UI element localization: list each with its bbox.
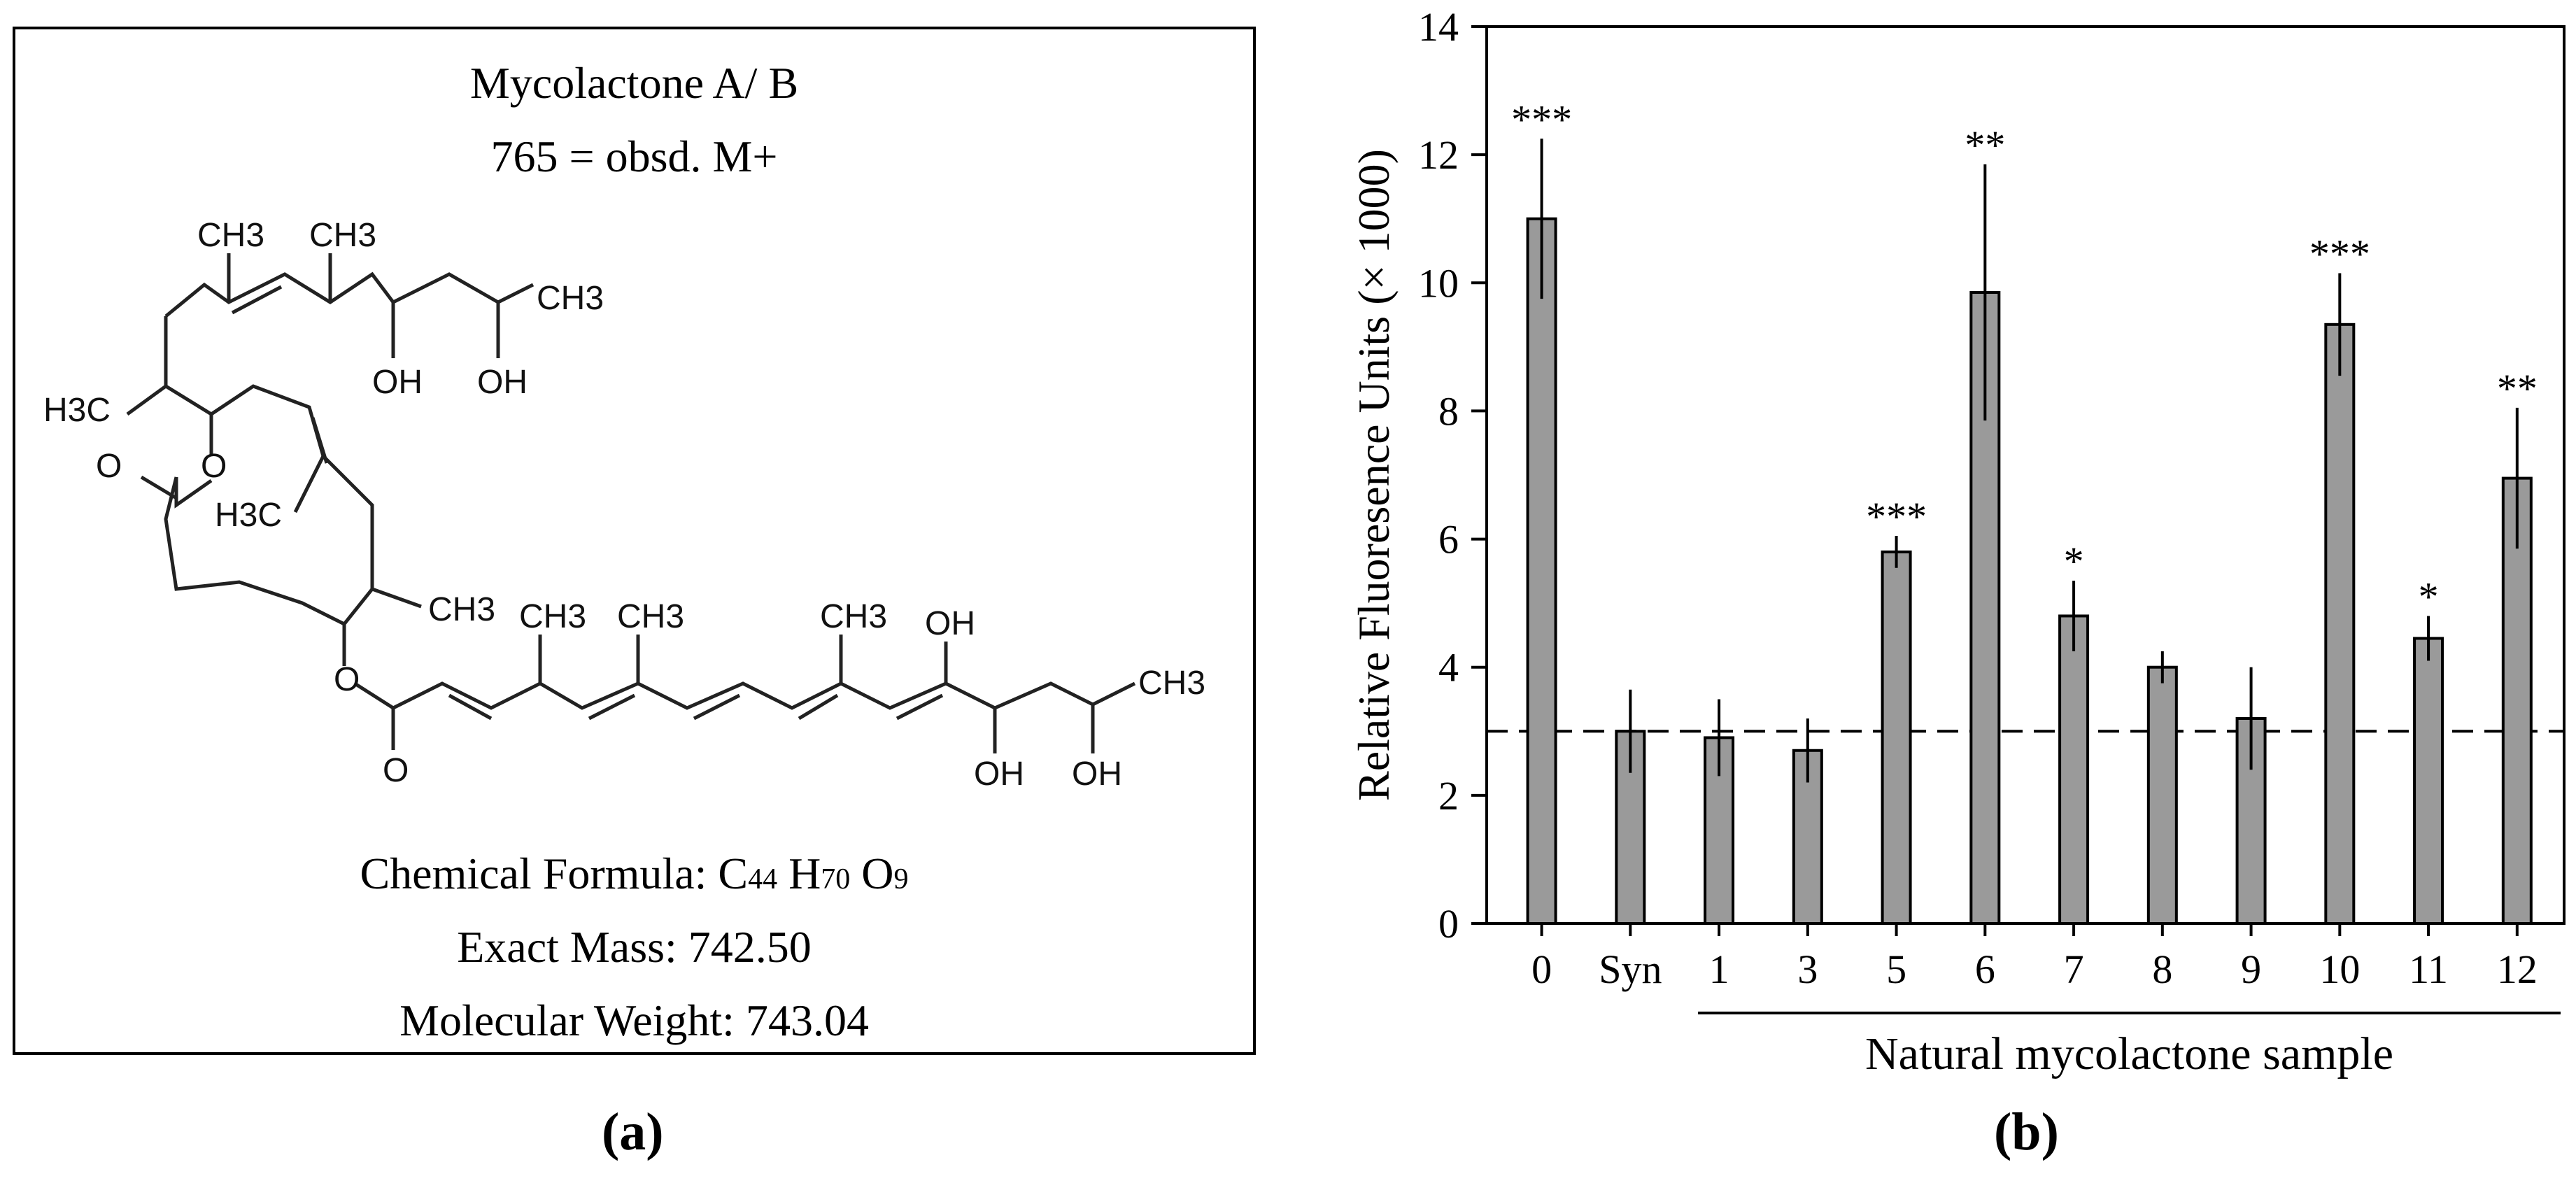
label-oh-1: OH [372, 364, 423, 401]
label-ch3-3: CH3 [537, 280, 604, 317]
x-tick-label-11: 11 [2409, 947, 2448, 992]
label-oh-4: OH [974, 756, 1024, 793]
observed-mass: 765 = obsd. M+ [490, 132, 778, 181]
label-ch3-4: CH3 [428, 591, 495, 628]
y-tick-label: 2 [1438, 773, 1459, 819]
bond-methyl-ring2 [371, 587, 422, 609]
label-h3c-2: H3C [215, 497, 282, 534]
y-tick-label: 14 [1418, 4, 1459, 50]
label-ch3-8: CH3 [1138, 665, 1205, 702]
formula-o-symbol: O [861, 849, 894, 898]
panel-a-label: (a) [602, 1103, 664, 1161]
chemical-formula: Chemical Formula: C44 H70 O9 [15, 851, 1253, 896]
molecular-weight: Molecular Weight: 743.04 [399, 996, 869, 1045]
bond-lower-double1 [448, 693, 493, 721]
label-o-ester-carbonyl: O [383, 752, 409, 789]
label-oh-5: OH [1072, 756, 1122, 793]
label-ch3-5: CH3 [519, 598, 586, 635]
significance-10: *** [2309, 232, 2370, 277]
label-oh-3: OH [925, 605, 975, 642]
x-axis-label: Natural mycolactone sample [1865, 1028, 2393, 1079]
bond-double-upper [231, 285, 283, 315]
label-o-ring: O [201, 448, 227, 485]
y-tick-label: 8 [1438, 388, 1459, 434]
bond-lower-chain [353, 681, 1136, 710]
formula-label: Chemical Formula: C [360, 849, 749, 898]
label-h3c-1: H3C [43, 392, 111, 429]
y-tick-label: 0 [1438, 901, 1459, 947]
bond-methyl-ring [293, 455, 325, 513]
label-ch3-7: CH3 [820, 598, 887, 635]
x-tick-label-8: 8 [2152, 947, 2172, 992]
y-tick-label: 4 [1438, 645, 1459, 690]
significance-5: *** [1866, 494, 1927, 539]
x-tick-label-12: 12 [2497, 947, 2538, 992]
significance-11: * [2419, 574, 2439, 619]
bond-lower-double3 [693, 693, 741, 721]
molecular-structure: CH3 CH3 CH3 OH OH H3C O O H3C CH3 O O CH… [43, 217, 1205, 793]
label-ch3-2: CH3 [309, 217, 376, 254]
significance-12: ** [2497, 366, 2538, 411]
bar-12 [2501, 476, 2533, 925]
x-tick-label-3: 3 [1797, 947, 1818, 992]
bond-lactone [174, 477, 213, 509]
label-ch3-1: CH3 [197, 217, 264, 254]
x-tick-label-Syn: Syn [1599, 947, 1662, 992]
y-tick-label: 10 [1418, 260, 1459, 306]
bar-10 [2324, 323, 2356, 925]
x-tick-label-7: 7 [2064, 947, 2084, 992]
bar-7 [2058, 614, 2090, 925]
label-o-carbonyl: O [96, 448, 122, 485]
compound-title: Mycolactone A/ B [469, 58, 799, 108]
label-oh-2: OH [477, 364, 528, 401]
formula-h-symbol: H [788, 849, 821, 898]
exact-mass: Exact Mass: 742.50 [457, 922, 812, 972]
formula-c-count: 44 [748, 863, 778, 895]
plot-frame [1485, 25, 2566, 925]
structure-panel: Mycolactone A/ B 765 = obsd. M+ [13, 27, 1256, 1055]
bar-11 [2413, 637, 2444, 925]
formula-o-count: 9 [893, 863, 909, 895]
formula-h-count: 70 [821, 863, 851, 895]
y-tick-label: 6 [1438, 517, 1459, 562]
bond-lower-double5 [896, 693, 944, 721]
x-tick-label-5: 5 [1886, 947, 1906, 992]
label-ch3-6: CH3 [617, 598, 684, 635]
bar-5 [1881, 550, 1912, 925]
panel-b-label: (b) [1994, 1103, 2059, 1161]
label-o-ester: O [334, 661, 360, 698]
bond-methyl-up3 [497, 283, 535, 304]
x-tick-label-0: 0 [1531, 947, 1552, 992]
significance-0: *** [1511, 97, 1572, 142]
bar-8 [2146, 665, 2178, 925]
bar-0 [1526, 217, 1557, 925]
significance-6: ** [1965, 122, 2005, 168]
y-tick-label: 12 [1418, 132, 1459, 178]
bond-ring-double [311, 417, 329, 464]
bond-lower-double4 [798, 693, 839, 721]
bond-lower-double2 [588, 693, 636, 721]
x-tick-label-1: 1 [1709, 947, 1729, 992]
significance-7: * [2064, 539, 2084, 584]
x-tick-label-10: 10 [2319, 947, 2360, 992]
bond-carbonyl [140, 475, 178, 500]
x-tick-label-9: 9 [2241, 947, 2261, 992]
x-tick-label-6: 6 [1975, 947, 1995, 992]
y-axis-label: Relative Fluoresence Units (× 1000) [1349, 149, 1399, 801]
